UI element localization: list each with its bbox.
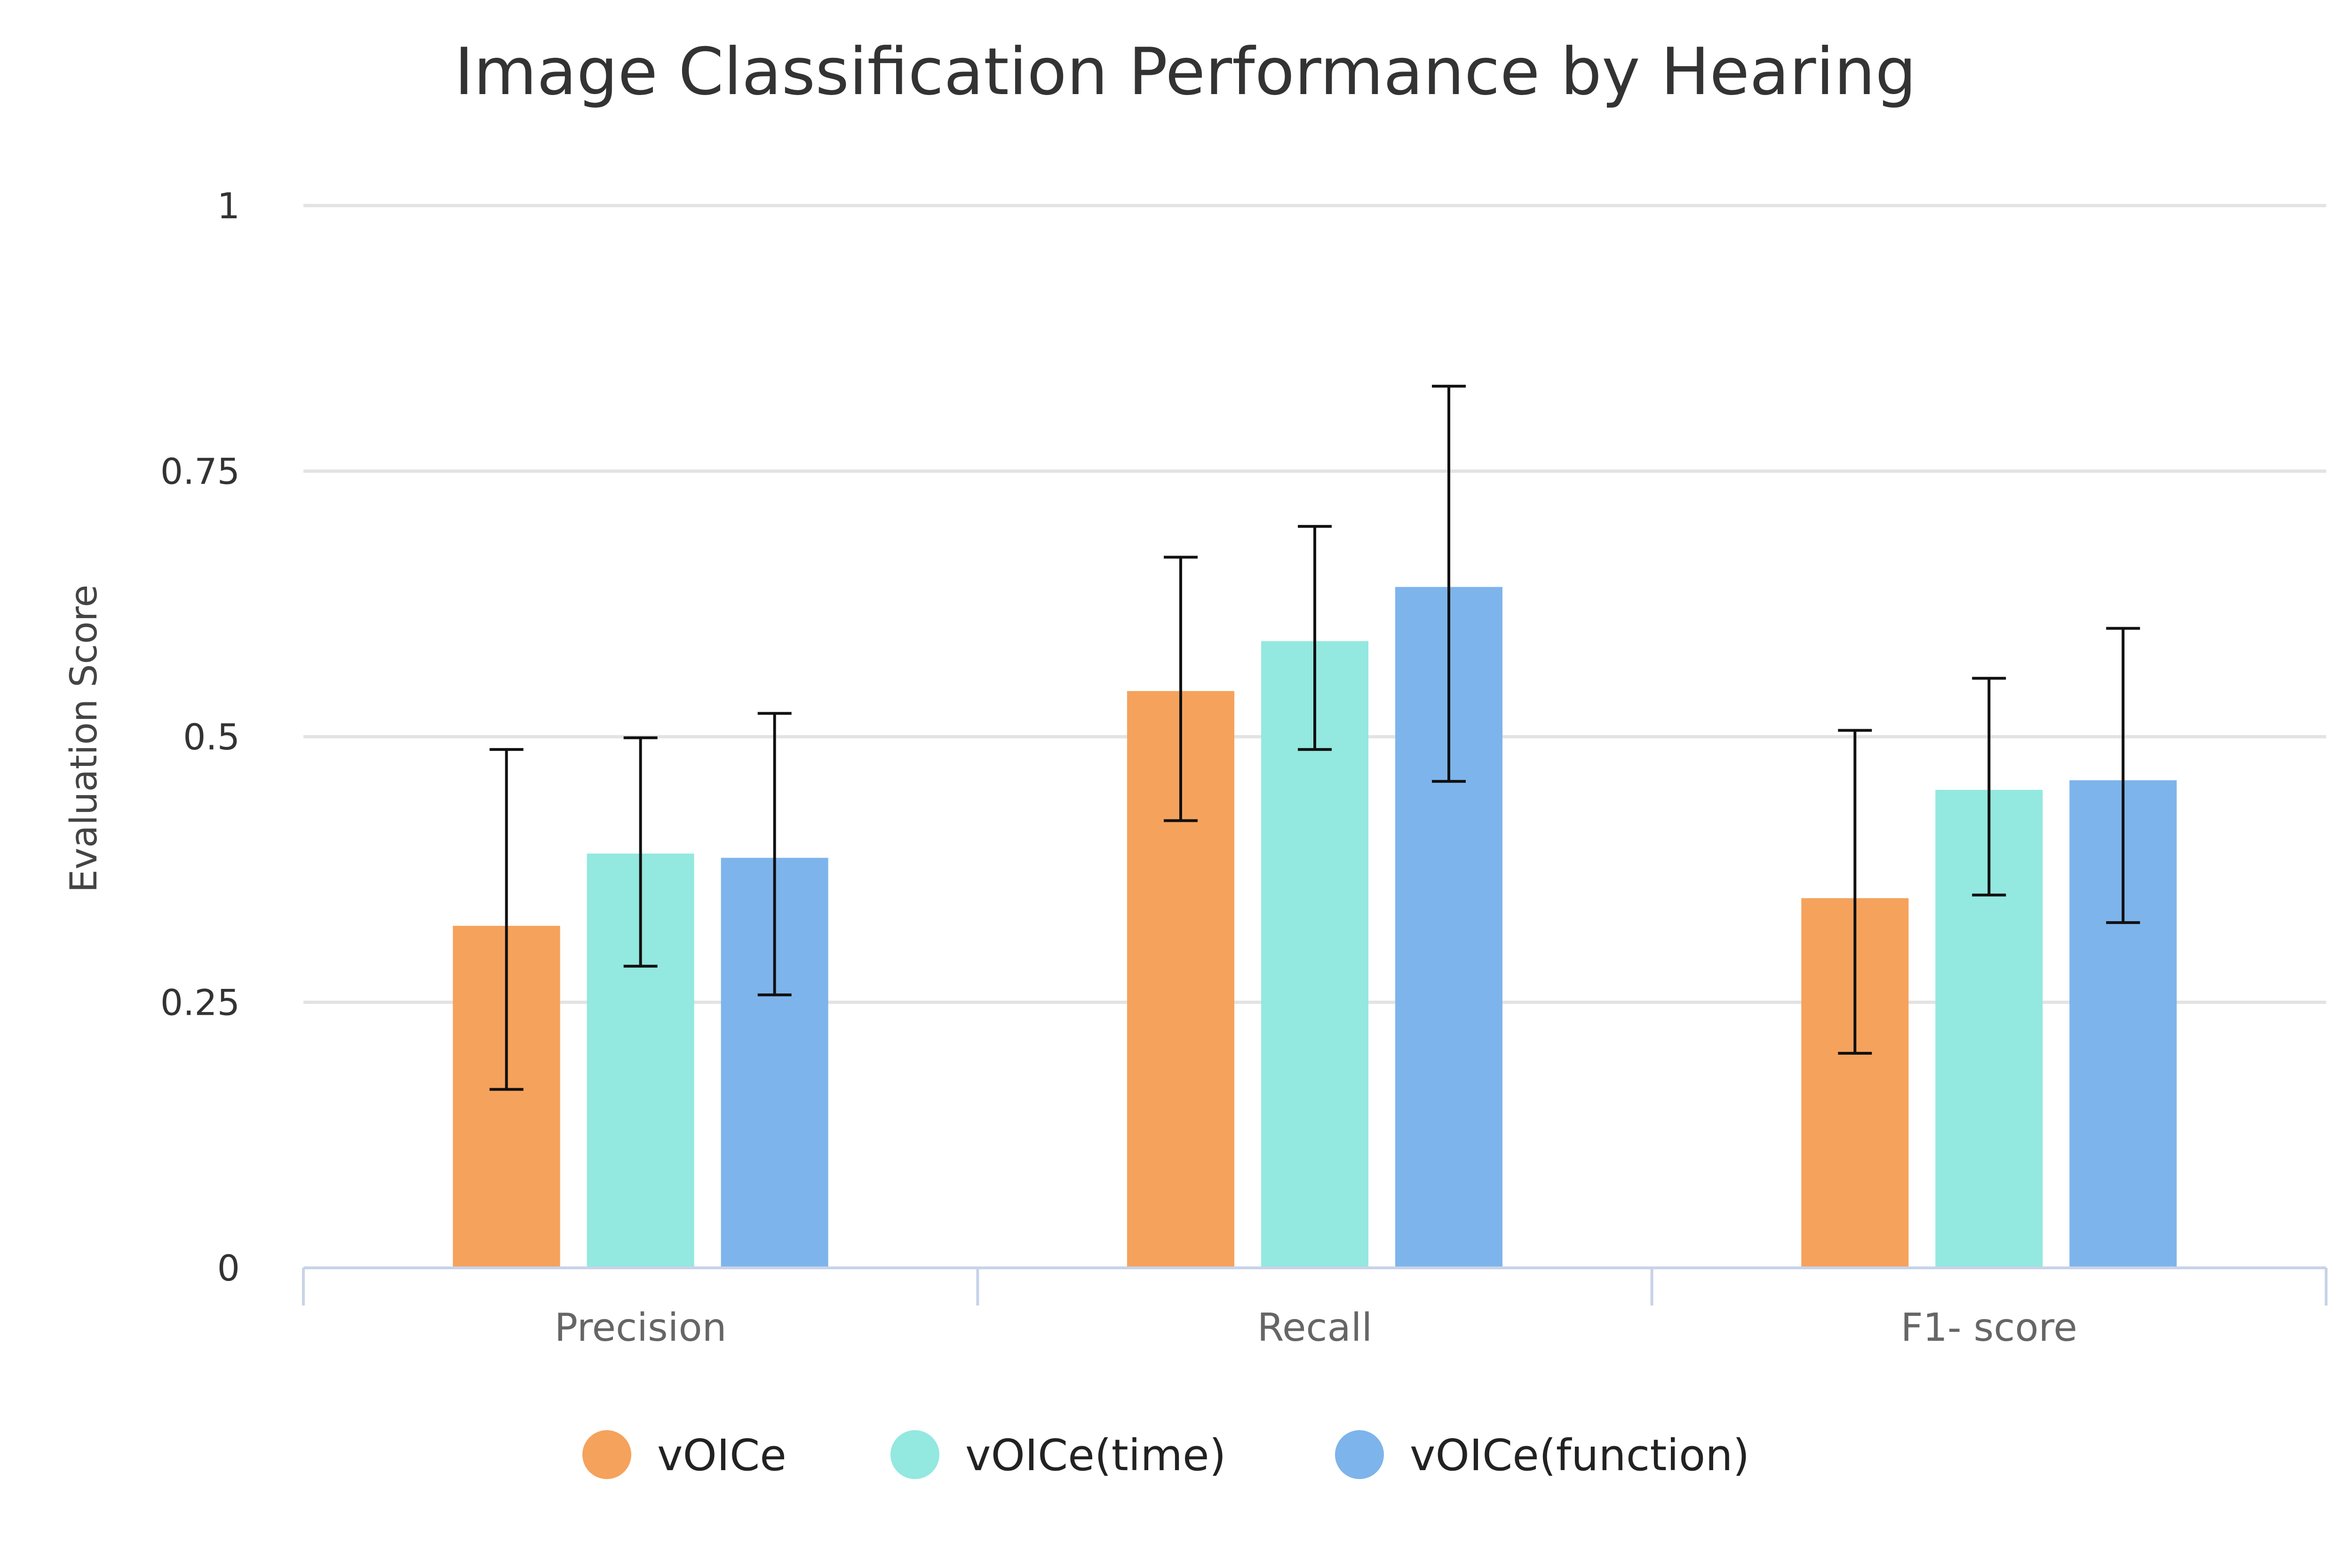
error-bar — [757, 712, 792, 996]
chart-title: Image Classification Performance by Hear… — [454, 34, 1916, 110]
error-bar — [1298, 525, 1332, 751]
x-tick-label: Precision — [555, 1305, 727, 1350]
error-bar — [1972, 677, 2006, 897]
y-tick-label: 0 — [217, 1247, 240, 1289]
legend-swatch — [890, 1430, 939, 1479]
y-axis-label: Evaluation Score — [63, 585, 105, 893]
legend-label: vOICe(time) — [965, 1430, 1226, 1480]
legend-item[interactable]: vOICe — [582, 1430, 787, 1480]
x-axis-ticks: Precision Recall F1- score — [555, 1305, 2077, 1350]
error-bars — [489, 384, 2140, 1091]
error-bar — [1432, 384, 1466, 783]
y-tick-label: 1 — [217, 185, 240, 227]
legend: vOICe vOICe(time) vOICe(function) — [582, 1430, 1749, 1480]
legend-swatch — [582, 1430, 631, 1479]
y-axis-ticks: 0 0.25 0.5 0.75 1 — [160, 185, 240, 1289]
legend-label: vOICe(function) — [1410, 1430, 1749, 1480]
x-axis — [302, 1266, 2328, 1305]
error-bar — [2106, 627, 2140, 924]
error-bar — [623, 736, 658, 968]
y-tick-label: 0.5 — [183, 716, 240, 758]
error-bar — [1838, 729, 1872, 1055]
legend-item[interactable]: vOICe(function) — [1335, 1430, 1749, 1480]
x-tick-label: Recall — [1257, 1305, 1373, 1350]
legend-label: vOICe — [657, 1430, 787, 1480]
legend-item[interactable]: vOICe(time) — [890, 1430, 1226, 1480]
y-tick-label: 0.75 — [160, 451, 240, 493]
x-tick-label: F1- score — [1901, 1305, 2077, 1350]
legend-swatch — [1335, 1430, 1384, 1479]
error-bar — [489, 748, 524, 1091]
y-tick-label: 0.25 — [160, 982, 240, 1024]
error-bar — [1164, 556, 1198, 822]
